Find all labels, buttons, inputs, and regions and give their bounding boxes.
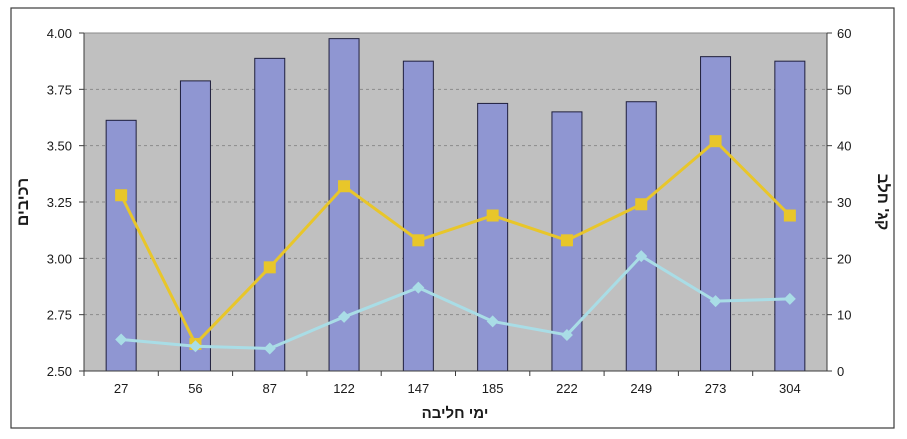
line-series	[115, 135, 796, 355]
diamond-marker	[338, 310, 351, 323]
diamond-marker	[189, 340, 202, 353]
diamond-marker	[635, 250, 648, 263]
series-line	[119, 139, 791, 346]
right-tick-label: 50	[837, 82, 851, 97]
left-axis: 2.50 2.75 3.00 3.25 3.50 3.75 4.00	[47, 26, 85, 379]
diamond-marker	[115, 333, 128, 346]
square-marker	[783, 209, 796, 222]
x-axis-title: ימי חליבה	[422, 405, 489, 422]
right-axis-title: קג' חלב	[874, 174, 892, 231]
square-marker	[560, 234, 573, 247]
x-axis: 27 56 87 122 147 185 222 249 273 304	[83, 371, 801, 396]
square-marker	[115, 189, 128, 202]
right-tick-label: 60	[837, 26, 851, 41]
bar	[477, 102, 509, 372]
diamond-marker	[263, 342, 276, 355]
diamond-marker	[560, 328, 573, 341]
x-tick-label: 222	[556, 381, 578, 396]
left-tick-label: 4.00	[47, 26, 72, 41]
left-tick-label: 3.00	[47, 251, 72, 266]
x-tick-label: 122	[333, 381, 355, 396]
series-line	[121, 254, 790, 350]
x-tick-label: 87	[263, 381, 277, 396]
bar	[105, 119, 137, 372]
bar	[625, 101, 657, 372]
right-axis: 0 10 20 30 40 50 60	[826, 26, 851, 379]
left-tick-label: 2.50	[47, 364, 72, 379]
left-tick-label: 3.25	[47, 195, 72, 210]
right-tick-label: 30	[837, 195, 851, 210]
left-tick-label: 2.75	[47, 308, 72, 323]
x-tick-label: 27	[114, 381, 128, 396]
left-axis-title: רכיבים	[15, 178, 32, 226]
square-marker	[338, 180, 351, 193]
left-tick-label: 3.75	[47, 82, 72, 97]
x-tick-label: 185	[482, 381, 504, 396]
right-tick-label: 40	[837, 139, 851, 154]
diamond-marker	[486, 315, 499, 328]
x-tick-label: 304	[779, 381, 801, 396]
right-tick-label: 20	[837, 251, 851, 266]
bar	[402, 60, 434, 372]
square-marker	[635, 198, 648, 211]
square-marker	[709, 135, 722, 148]
diamond-marker	[709, 295, 722, 308]
bar	[254, 57, 286, 372]
diamond-marker	[783, 292, 796, 305]
x-tick-label: 147	[407, 381, 429, 396]
right-tick-label: 10	[837, 308, 851, 323]
square-marker	[263, 261, 276, 274]
square-marker	[486, 209, 499, 222]
square-marker	[412, 234, 425, 247]
x-tick-label: 56	[188, 381, 202, 396]
x-tick-label: 273	[705, 381, 727, 396]
left-tick-label: 3.50	[47, 139, 72, 154]
x-tick-label: 249	[630, 381, 652, 396]
bar	[700, 56, 732, 372]
right-tick-label: 0	[837, 364, 844, 379]
diamond-marker	[412, 281, 425, 294]
bar	[179, 80, 211, 372]
